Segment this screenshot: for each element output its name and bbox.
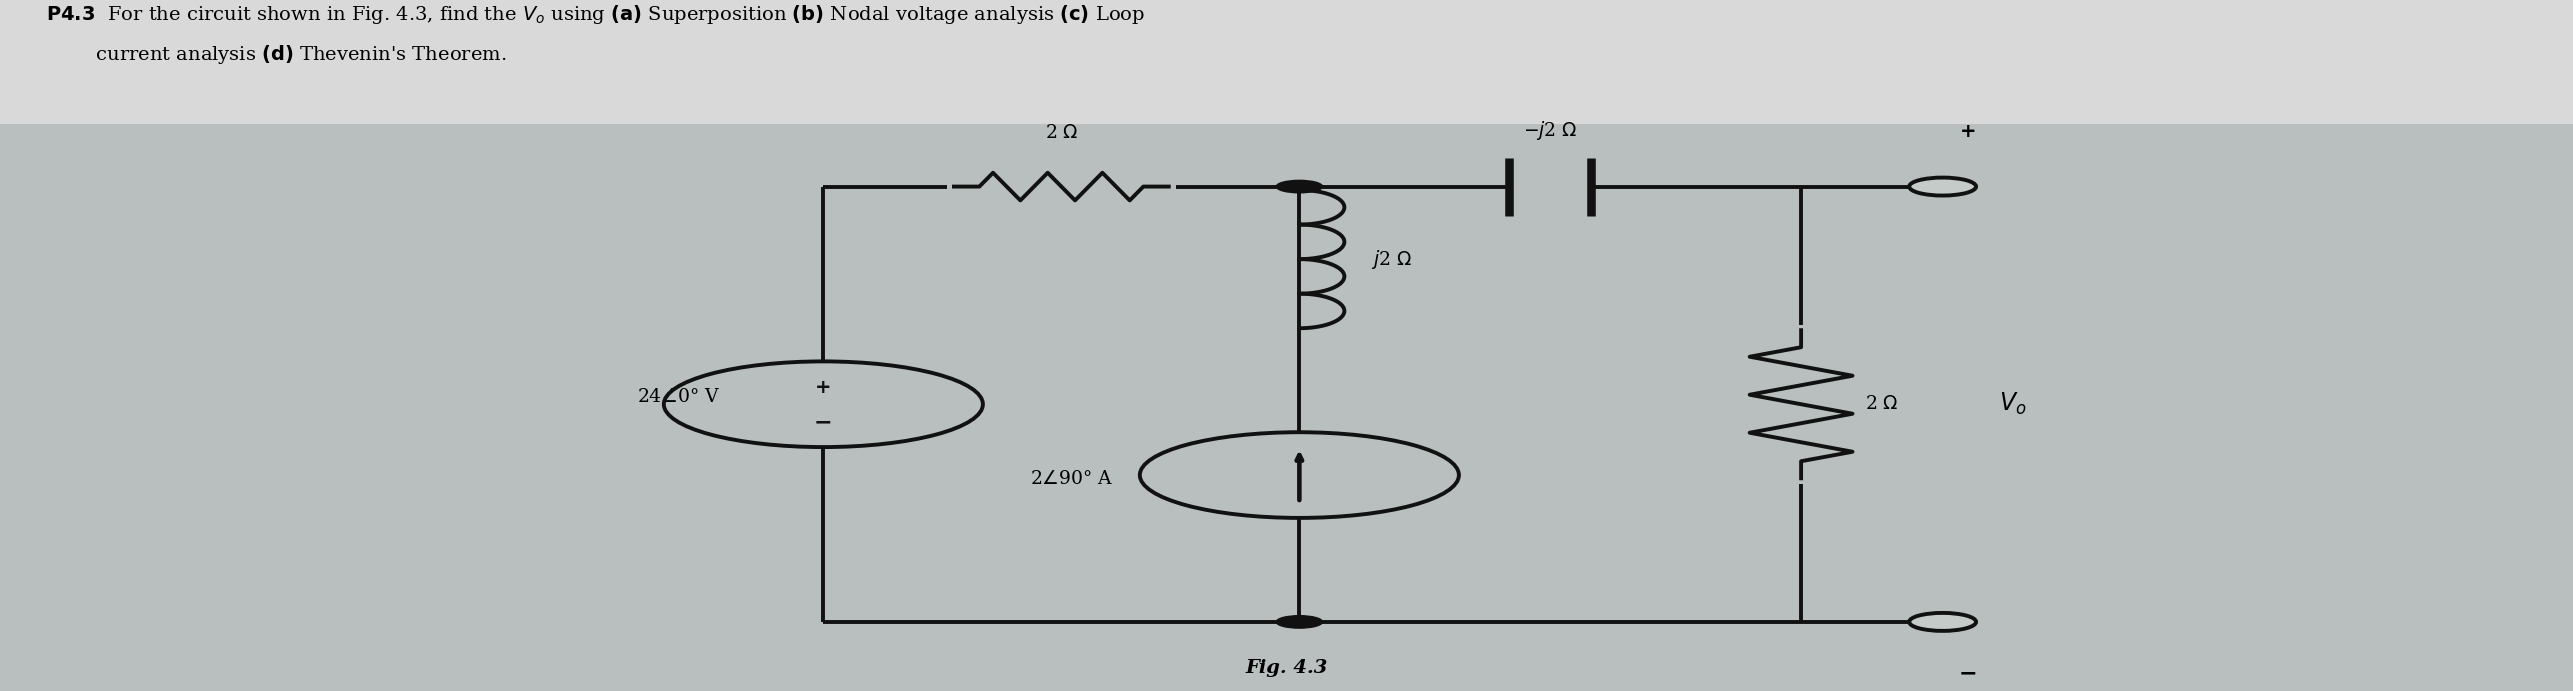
Text: $j$2 $\Omega$: $j$2 $\Omega$ [1371,247,1413,271]
Circle shape [1276,180,1323,193]
Text: 24$\angle$0° V: 24$\angle$0° V [636,388,720,406]
Circle shape [1276,616,1323,628]
Text: −: − [1958,664,1979,683]
FancyBboxPatch shape [0,0,2573,124]
Text: +: + [816,379,831,397]
Circle shape [1909,613,1976,631]
Text: −: − [813,413,834,433]
Text: 2 $\Omega$: 2 $\Omega$ [1865,395,1899,413]
Text: $-j$2 $\Omega$: $-j$2 $\Omega$ [1523,119,1577,142]
Text: current analysis $\mathbf{(d)}$ Thevenin's Theorem.: current analysis $\mathbf{(d)}$ Thevenin… [46,43,507,66]
Text: Fig. 4.3: Fig. 4.3 [1245,659,1328,677]
Text: $\mathbf{P4.3}$  For the circuit shown in Fig. 4.3, find the $V_o$ using $\mathb: $\mathbf{P4.3}$ For the circuit shown in… [46,3,1145,26]
Circle shape [1909,178,1976,196]
Text: 2 $\Omega$: 2 $\Omega$ [1045,124,1078,142]
Text: $V_o$: $V_o$ [1999,391,2028,417]
Text: 2$\angle$90° A: 2$\angle$90° A [1029,469,1114,488]
Text: +: + [1961,122,1976,141]
